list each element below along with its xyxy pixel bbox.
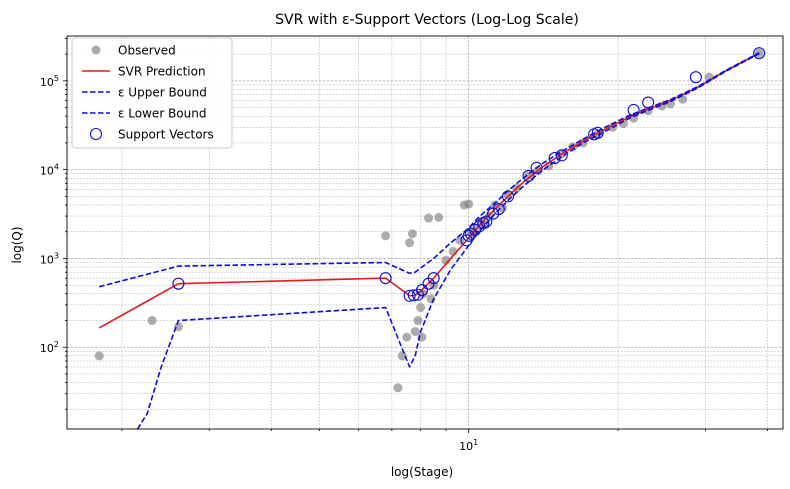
legend-label: ε Lower Bound — [118, 107, 206, 121]
observed-point — [381, 231, 391, 241]
support-vector-marker — [501, 190, 515, 203]
y-tick-label: 103 — [40, 251, 59, 266]
epsilon-lower-bound-line — [136, 52, 760, 429]
observed-point — [173, 322, 183, 332]
legend-observed-swatch — [91, 45, 101, 55]
chart-title: SVR with ε-Support Vectors (Log-Log Scal… — [275, 12, 579, 28]
observed-point — [407, 229, 417, 239]
observed-point — [441, 255, 451, 265]
x-tick-base: 10 — [459, 440, 473, 453]
support-vector-marker — [530, 161, 543, 174]
y-tick-exponent: 4 — [54, 163, 59, 172]
support-vector-marker — [411, 288, 424, 301]
support-vector-marker — [591, 126, 604, 139]
y-tick-exponent: 3 — [54, 251, 59, 260]
support-vector-marker — [548, 152, 561, 165]
support-vector-marker — [403, 289, 416, 302]
observed-point — [405, 238, 415, 248]
support-vector-marker — [492, 203, 505, 216]
observed-point — [524, 171, 534, 181]
support-vector-marker — [415, 284, 429, 297]
x-axis-label: log(Stage) — [391, 465, 453, 479]
support-vector-marker — [555, 149, 568, 162]
support-vector-marker — [480, 215, 493, 228]
observed-point — [94, 351, 104, 361]
support-vector-marker — [379, 272, 392, 285]
observed-point — [397, 351, 407, 361]
support-vector-marker — [469, 223, 482, 236]
observed-point — [464, 199, 474, 209]
observed-point — [393, 383, 403, 393]
y-tick-exponent: 5 — [54, 74, 59, 83]
legend-label: SVR Prediction — [118, 65, 206, 79]
svr-prediction-line — [98, 52, 760, 329]
y-tick-label: 102 — [40, 340, 59, 355]
observed-point — [434, 212, 444, 222]
support-vector-marker — [627, 103, 640, 117]
support-vector-marker — [464, 227, 477, 240]
y-tick-base: 10 — [40, 165, 54, 178]
observed-point — [417, 332, 427, 342]
support-vector-marker — [642, 96, 655, 109]
legend-label: Observed — [118, 44, 176, 58]
legend-label: Support Vectors — [118, 128, 214, 142]
y-tick-base: 10 — [40, 253, 54, 266]
observed-point — [416, 303, 426, 313]
observed-point — [424, 213, 434, 223]
support-vector-marker — [689, 71, 702, 84]
support-vector-marker — [753, 47, 766, 60]
y-tick-label: 104 — [40, 163, 59, 178]
observed-point — [498, 203, 508, 213]
support-vector-marker — [427, 272, 440, 285]
series-layer — [94, 47, 766, 429]
support-vector-marker — [172, 277, 185, 290]
observed-point — [402, 332, 412, 342]
plot-area — [66, 35, 784, 430]
support-vector-marker — [522, 169, 535, 182]
y-tick-base: 10 — [40, 342, 54, 355]
legend-support-swatch — [89, 127, 103, 141]
y-tick-label: 105 — [40, 74, 59, 89]
y-tick-base: 10 — [40, 76, 54, 89]
observed-point — [147, 316, 157, 326]
observed-point — [455, 235, 465, 245]
legend-label: ε Upper Bound — [118, 86, 207, 100]
observed-point — [413, 316, 423, 326]
observed-point — [410, 327, 420, 337]
y-axis-label: log(Q) — [10, 226, 24, 263]
x-tick-label: 101 — [459, 438, 478, 453]
y-tick-exponent: 2 — [54, 340, 59, 349]
plot-frame — [66, 35, 784, 430]
x-tick-exponent: 1 — [473, 438, 478, 447]
legend: Observed SVR Prediction ε Upper Bound ε Low… — [71, 37, 233, 149]
legend-box — [71, 37, 233, 149]
